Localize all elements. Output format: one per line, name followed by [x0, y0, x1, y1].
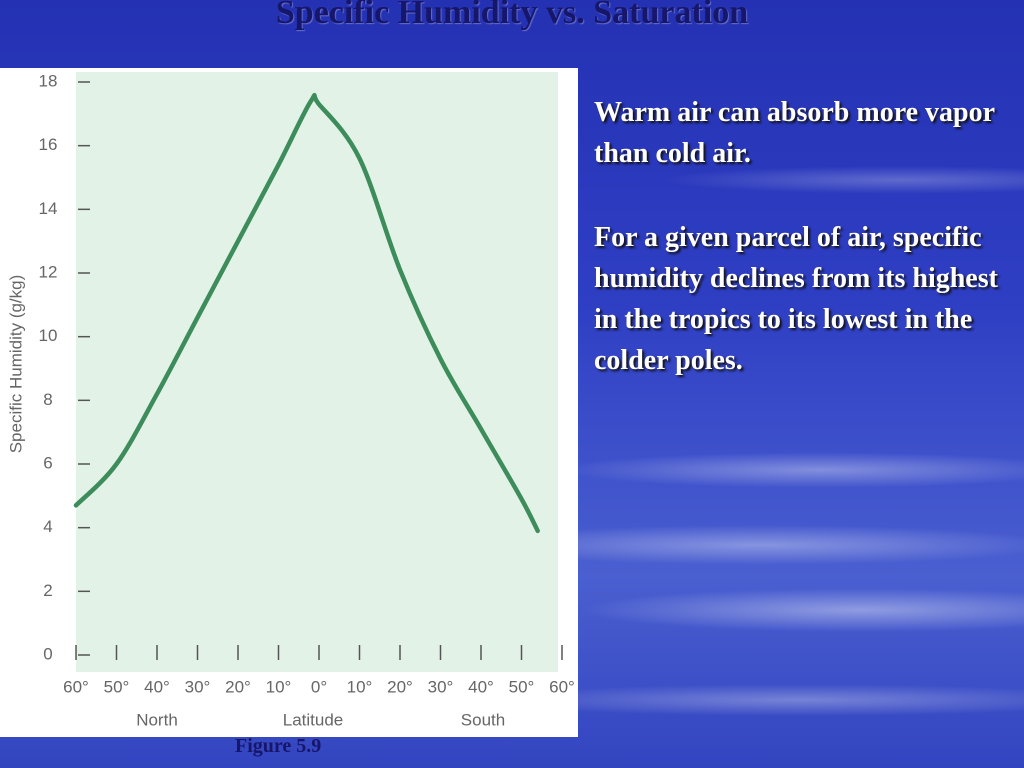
annotation: North [136, 710, 178, 729]
x-tick-label: 20° [225, 677, 251, 696]
y-tick-label: 2 [43, 581, 52, 600]
y-tick-label: 4 [43, 517, 52, 536]
x-tick-label: 0° [311, 677, 327, 696]
y-tick-label: 12 [39, 262, 58, 281]
figure-caption: Figure 5.9 [235, 735, 322, 757]
x-tick-label: 60° [63, 677, 89, 696]
y-tick-label: 6 [43, 453, 52, 472]
x-tick-label: 50° [104, 677, 130, 696]
y-tick-label: 14 [39, 199, 58, 218]
annotation: South [461, 710, 505, 729]
x-axis-label: Latitude [283, 710, 344, 729]
plot-area [76, 72, 558, 672]
x-tick-label: 60° [549, 677, 575, 696]
x-tick-label: 30° [428, 677, 454, 696]
x-tick-label: 10° [347, 677, 373, 696]
y-tick-label: 10 [39, 326, 58, 345]
paragraph: Warm air can absorb more vapor than cold… [594, 97, 995, 169]
x-tick-label: 30° [185, 677, 211, 696]
y-axis-label: Specific Humidity (g/kg) [6, 275, 25, 454]
y-tick-label: 18 [39, 71, 58, 90]
x-tick-label: 50° [509, 677, 535, 696]
x-tick-label: 20° [387, 677, 413, 696]
data-line [73, 92, 540, 534]
paragraph: For a given parcel of air, specific humi… [594, 222, 998, 376]
x-tick-label: 40° [144, 677, 170, 696]
slide-title: Specific Humidity vs. Saturation [275, 0, 749, 31]
y-tick-label: 0 [43, 644, 52, 663]
y-tick-label: 8 [43, 390, 52, 409]
x-tick-label: 10° [266, 677, 292, 696]
x-tick-label: 40° [468, 677, 494, 696]
y-tick-label: 16 [39, 135, 58, 154]
